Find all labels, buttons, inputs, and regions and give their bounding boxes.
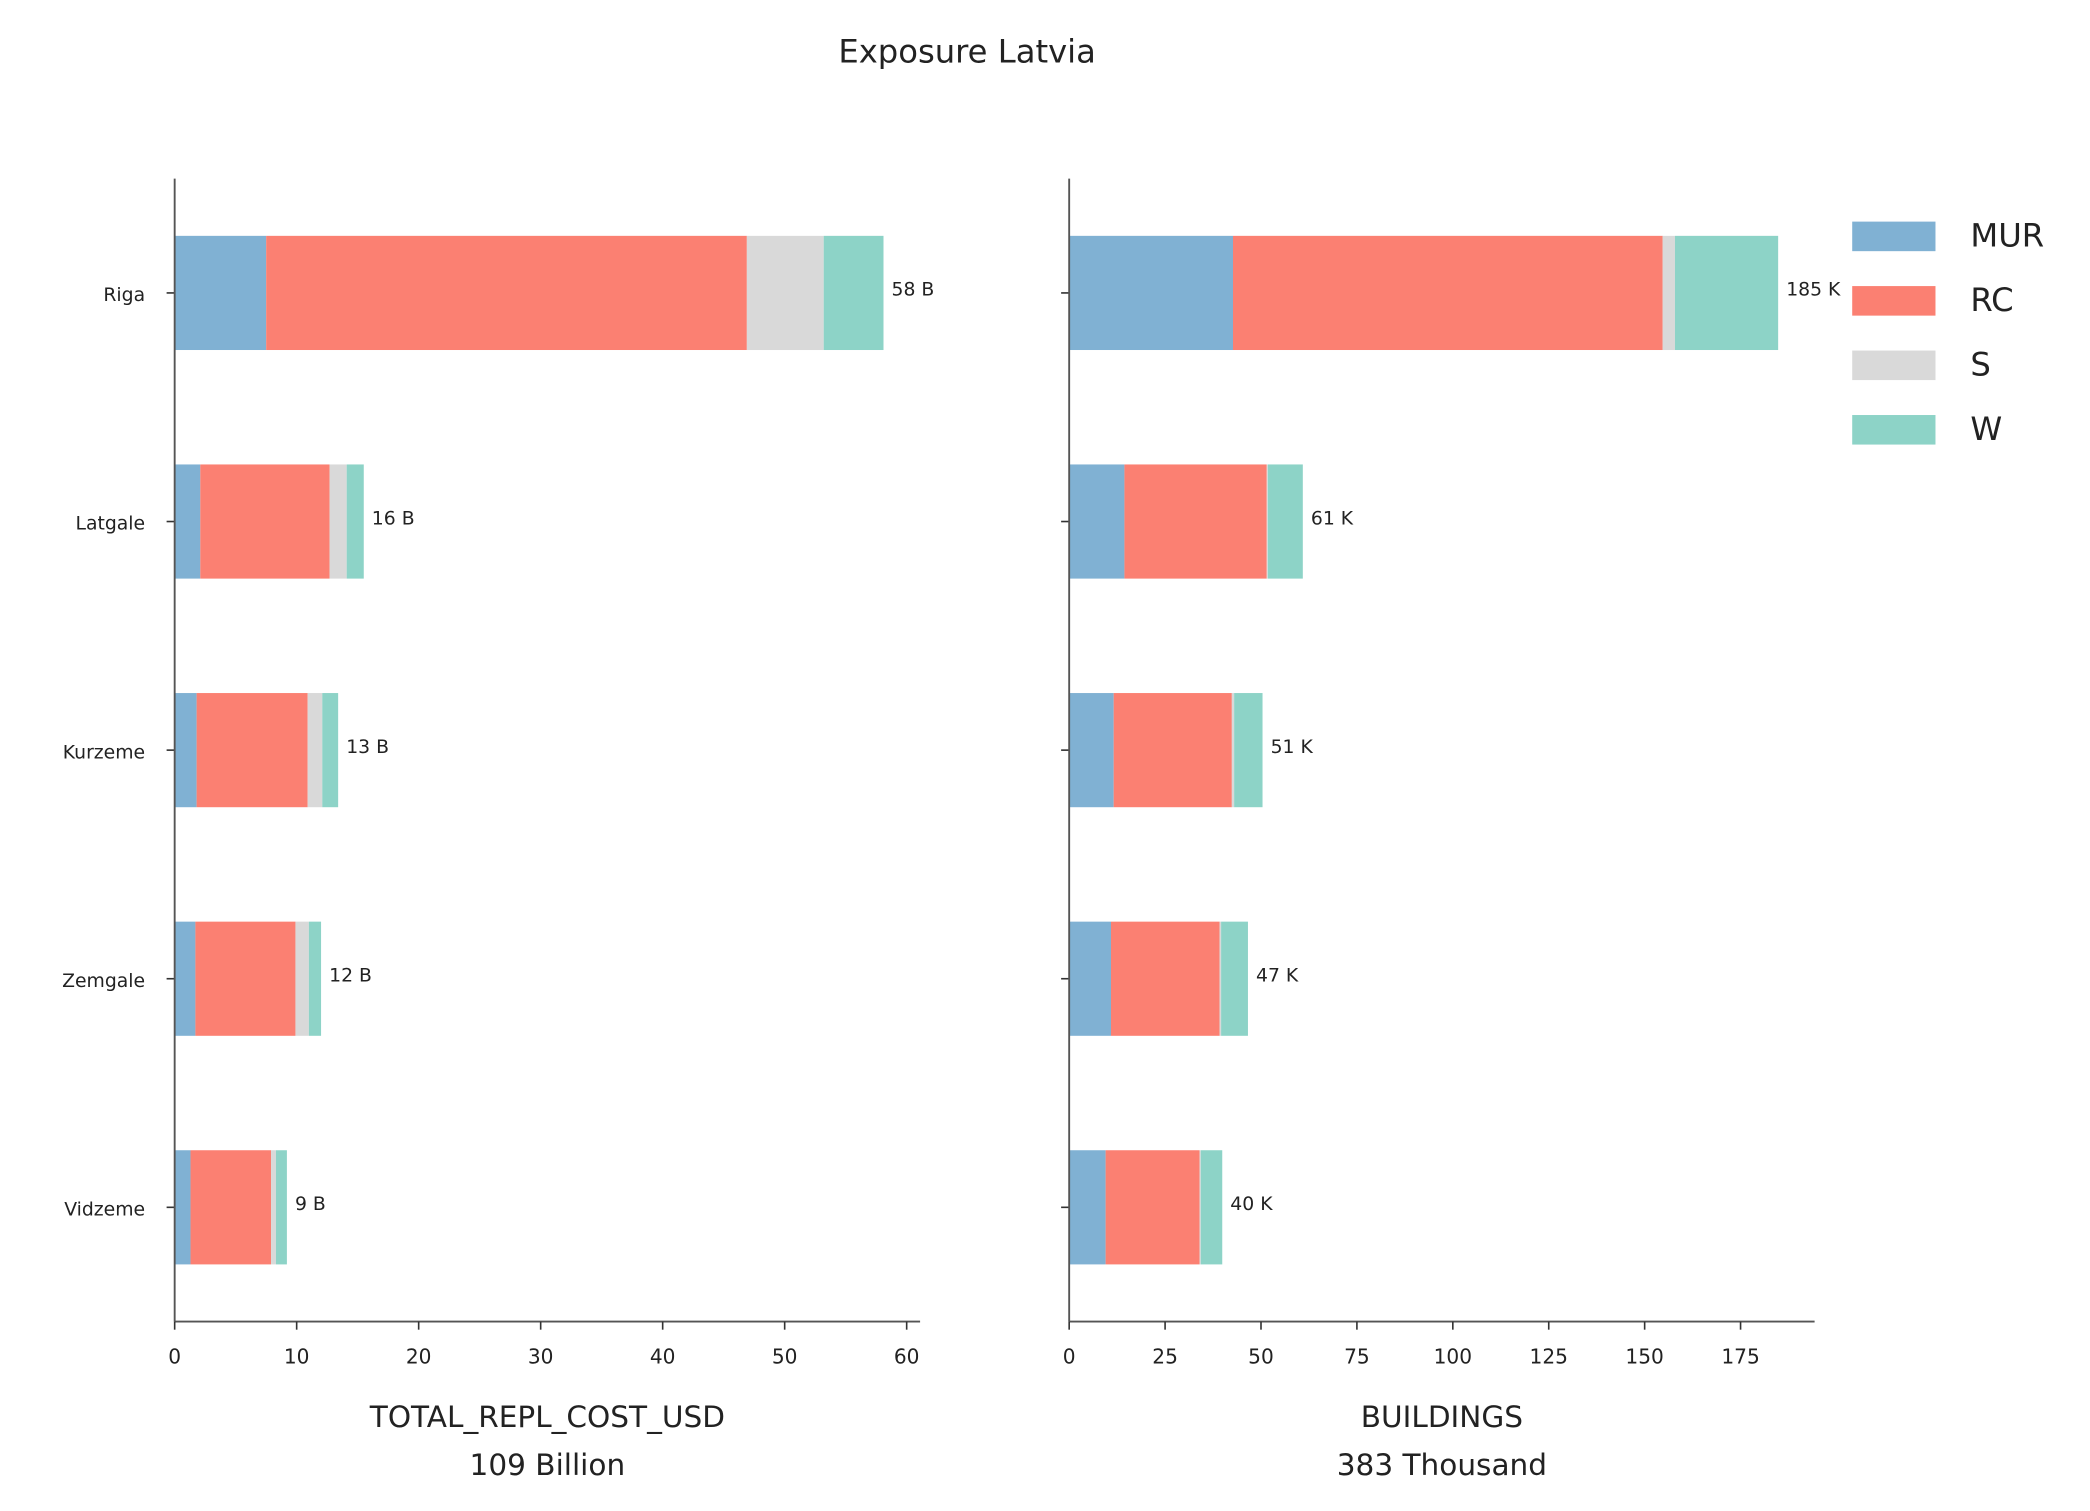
legend-swatch bbox=[1852, 350, 1936, 381]
figure-title: Exposure Latvia bbox=[838, 33, 1095, 71]
x-tick-label: 125 bbox=[1530, 1344, 1568, 1368]
x-axis-label: BUILDINGS bbox=[1361, 1400, 1523, 1434]
bar-segment bbox=[346, 464, 364, 579]
legend-label: MUR bbox=[1970, 217, 2044, 255]
bar-segment bbox=[266, 235, 747, 351]
total-label: 9 B bbox=[295, 1194, 326, 1215]
x-tick-label: 0 bbox=[1063, 1344, 1076, 1368]
x-tick-label: 0 bbox=[168, 1344, 181, 1368]
bar-segment bbox=[190, 1150, 272, 1265]
bar-segment bbox=[200, 464, 330, 579]
bar-segment bbox=[1267, 464, 1303, 579]
bar-segment bbox=[174, 921, 196, 1036]
bar-segment bbox=[1662, 235, 1675, 351]
bar-segment bbox=[295, 921, 309, 1036]
series bbox=[1069, 235, 1233, 1265]
bar-segment bbox=[1069, 1150, 1106, 1265]
series bbox=[1200, 235, 1779, 1265]
total-label: 12 B bbox=[329, 966, 372, 987]
bar-segment bbox=[1200, 1150, 1223, 1265]
bar-segment bbox=[1674, 235, 1779, 351]
x-axis-sublabel: 109 Billion bbox=[470, 1448, 626, 1482]
legend-swatch bbox=[1852, 415, 1936, 445]
total-label: 51 K bbox=[1271, 737, 1314, 758]
series bbox=[271, 235, 824, 1265]
bar-segment bbox=[1069, 921, 1111, 1036]
x-tick-label: 40 bbox=[650, 1344, 676, 1368]
bar-segment bbox=[275, 1150, 287, 1265]
bar-segment bbox=[1069, 235, 1233, 351]
bar-segment bbox=[1105, 1150, 1200, 1265]
bar-segment bbox=[174, 693, 197, 808]
bar-segment bbox=[174, 235, 267, 351]
x-tick-label: 50 bbox=[1248, 1344, 1274, 1368]
x-tick-label: 60 bbox=[894, 1344, 920, 1368]
bar-segment bbox=[271, 1150, 276, 1265]
bar-segment bbox=[1234, 693, 1263, 808]
total-label: 58 B bbox=[892, 280, 935, 301]
x-axis-label: TOTAL_REPL_COST_USD bbox=[369, 1400, 725, 1434]
x-tick-label: 75 bbox=[1344, 1344, 1370, 1368]
bar-segment bbox=[329, 464, 347, 579]
x-tick-label: 175 bbox=[1721, 1344, 1759, 1368]
bar-segment bbox=[1113, 693, 1232, 808]
bar-segment bbox=[746, 235, 824, 351]
total-label: 61 K bbox=[1311, 508, 1354, 529]
series bbox=[174, 235, 267, 1265]
x-tick-label: 50 bbox=[772, 1344, 798, 1368]
bar-segment bbox=[1232, 235, 1663, 351]
y-tick-label: Riga bbox=[103, 285, 145, 306]
bar-segment bbox=[174, 1150, 191, 1265]
total-label: 16 B bbox=[372, 508, 415, 529]
x-tick-label: 30 bbox=[528, 1344, 554, 1368]
series bbox=[1199, 235, 1675, 1265]
x-tick-label: 25 bbox=[1152, 1344, 1178, 1368]
y-tick-label: Kurzeme bbox=[63, 742, 145, 763]
total-label: 47 K bbox=[1256, 966, 1299, 987]
total-label: 185 K bbox=[1786, 280, 1841, 301]
legend-label: W bbox=[1970, 410, 2002, 448]
x-tick-label: 150 bbox=[1625, 1344, 1663, 1368]
bar-segment bbox=[307, 693, 323, 808]
bar-segment bbox=[1110, 921, 1220, 1036]
bar-segment bbox=[195, 921, 296, 1036]
bar-segment bbox=[1069, 464, 1125, 579]
bar-segment bbox=[174, 464, 201, 579]
bar-segment bbox=[308, 921, 322, 1036]
series bbox=[1105, 235, 1663, 1265]
total-label: 13 B bbox=[346, 737, 389, 758]
bar-segment bbox=[1231, 693, 1235, 808]
series bbox=[275, 235, 884, 1265]
y-tick-label: Zemgale bbox=[62, 971, 145, 992]
bar-segment bbox=[823, 235, 884, 351]
bar-segment bbox=[1069, 693, 1114, 808]
legend-swatch bbox=[1852, 221, 1936, 252]
total-label: 40 K bbox=[1230, 1194, 1273, 1215]
x-tick-label: 100 bbox=[1434, 1344, 1472, 1368]
series bbox=[190, 235, 747, 1265]
y-tick-label: Vidzeme bbox=[64, 1200, 145, 1221]
legend-label: RC bbox=[1970, 281, 2013, 319]
x-axis-sublabel: 383 Thousand bbox=[1337, 1448, 1547, 1482]
bar-segment bbox=[1221, 921, 1248, 1036]
x-tick-label: 10 bbox=[284, 1344, 310, 1368]
bar-segment bbox=[1124, 464, 1267, 579]
bar-segment bbox=[322, 693, 339, 808]
legend-swatch bbox=[1852, 286, 1936, 316]
bar-segment bbox=[1219, 921, 1222, 1036]
y-tick-label: Latgale bbox=[76, 514, 146, 535]
bar-segment bbox=[1266, 464, 1268, 579]
legend-label: S bbox=[1970, 346, 1990, 384]
bar-segment bbox=[196, 693, 308, 808]
x-tick-label: 20 bbox=[406, 1344, 432, 1368]
bar-segment bbox=[1199, 1150, 1201, 1265]
